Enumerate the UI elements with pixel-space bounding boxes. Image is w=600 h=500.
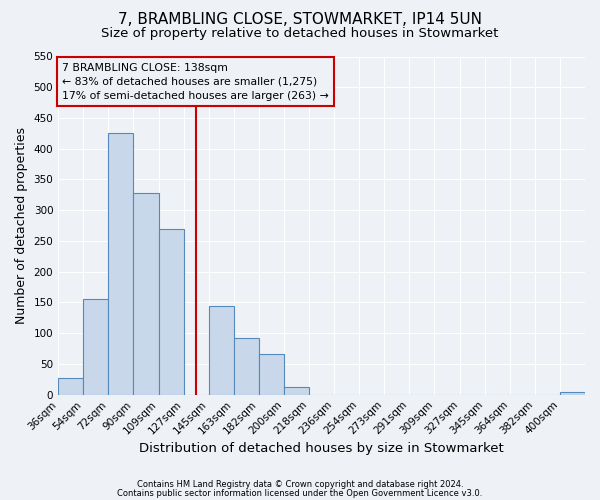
Bar [234,338,259,394]
Bar [158,228,184,394]
Bar [133,193,158,394]
X-axis label: Distribution of detached houses by size in Stowmarket: Distribution of detached houses by size … [139,442,504,455]
Text: Contains HM Land Registry data © Crown copyright and database right 2024.: Contains HM Land Registry data © Crown c… [137,480,463,489]
Bar [284,388,309,394]
Text: Contains public sector information licensed under the Open Government Licence v3: Contains public sector information licen… [118,489,482,498]
Text: Size of property relative to detached houses in Stowmarket: Size of property relative to detached ho… [101,28,499,40]
Bar [83,300,109,394]
Bar [58,378,83,394]
Bar [560,392,585,394]
Text: 7, BRAMBLING CLOSE, STOWMARKET, IP14 5UN: 7, BRAMBLING CLOSE, STOWMARKET, IP14 5UN [118,12,482,28]
Bar [209,306,234,394]
Text: 7 BRAMBLING CLOSE: 138sqm
← 83% of detached houses are smaller (1,275)
17% of se: 7 BRAMBLING CLOSE: 138sqm ← 83% of detac… [62,62,329,100]
Bar [109,134,133,394]
Bar [259,354,284,395]
Y-axis label: Number of detached properties: Number of detached properties [15,127,28,324]
